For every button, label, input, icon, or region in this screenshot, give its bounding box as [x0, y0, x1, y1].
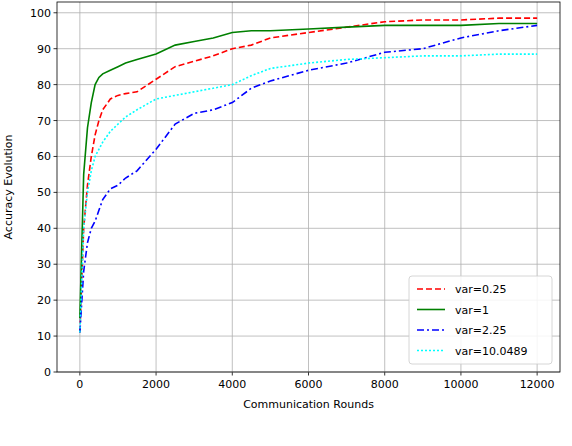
grid-line-y	[57, 120, 560, 121]
grid-line-y	[57, 48, 560, 49]
tick-label-y: 10	[37, 330, 51, 343]
legend-swatch	[417, 350, 445, 352]
tick-label-y: 0	[44, 366, 51, 379]
tick-x	[232, 372, 233, 376]
tick-x	[384, 372, 385, 376]
tick-label-x: 0	[76, 378, 83, 391]
tick-y	[54, 228, 58, 229]
legend: var=0.25 var=1 var=2.25 var=10.0489	[409, 276, 552, 364]
y-axis-label: Accuracy Evolution	[2, 134, 15, 239]
plot-frame	[57, 2, 560, 372]
legend-box	[409, 276, 552, 364]
legend-label: var=10.0489	[455, 345, 527, 358]
tick-label-x: 12000	[520, 378, 555, 391]
tick-x	[537, 372, 538, 376]
grid-line-x	[308, 2, 309, 372]
legend-label: var=0.25	[455, 283, 506, 296]
grid-line-y	[57, 264, 560, 265]
tick-label-y: 90	[37, 43, 51, 56]
grid-line-x	[156, 2, 157, 372]
tick-y	[54, 120, 58, 121]
tick-label-y: 20	[37, 294, 51, 307]
tick-y	[54, 156, 58, 157]
tick-y	[54, 264, 58, 265]
legend-label: var=2.25	[455, 324, 506, 337]
tick-label-x: 4000	[218, 378, 246, 391]
tick-label-y: 30	[37, 258, 51, 271]
tick-x	[460, 372, 461, 376]
grid-line-y	[57, 228, 560, 229]
series-line	[80, 54, 537, 332]
tick-label-y: 60	[37, 150, 51, 163]
tick-y	[54, 372, 58, 373]
tick-label-y: 50	[37, 186, 51, 199]
grid-line-x	[232, 2, 233, 372]
tick-label-x: 8000	[371, 378, 399, 391]
tick-y	[54, 300, 58, 301]
legend-swatch	[417, 309, 445, 311]
series-line	[80, 25, 537, 332]
tick-x	[156, 372, 157, 376]
grid-line-y	[57, 12, 560, 13]
lines	[80, 18, 537, 332]
x-axis-label: Communication Rounds	[243, 398, 374, 411]
series-line	[80, 18, 537, 332]
tick-label-y: 40	[37, 222, 51, 235]
grid-line-y	[57, 156, 560, 157]
tick-x	[79, 372, 80, 376]
legend-label: var=1	[455, 304, 489, 317]
tick-y	[54, 12, 58, 13]
plot-background	[57, 2, 560, 372]
tick-label-y: 100	[30, 7, 51, 20]
tick-y	[54, 84, 58, 85]
tick-label-x: 6000	[295, 378, 323, 391]
tick-label-y: 70	[37, 115, 51, 128]
tick-x	[308, 372, 309, 376]
tick-y	[54, 48, 58, 49]
tick-y	[54, 336, 58, 337]
tick-label-y: 80	[37, 79, 51, 92]
legend-swatch	[417, 288, 445, 290]
series-line	[80, 24, 537, 319]
tick-y	[54, 192, 58, 193]
chart: 0 2000 4000 6000 8000 10000 12000 0 10 20 30 40 50 60…	[0, 0, 572, 446]
grid-line-y	[57, 84, 560, 85]
legend-swatch	[417, 329, 445, 331]
tick-label-x: 10000	[443, 378, 478, 391]
tick-label-x: 2000	[142, 378, 170, 391]
grid-line-y	[57, 192, 560, 193]
